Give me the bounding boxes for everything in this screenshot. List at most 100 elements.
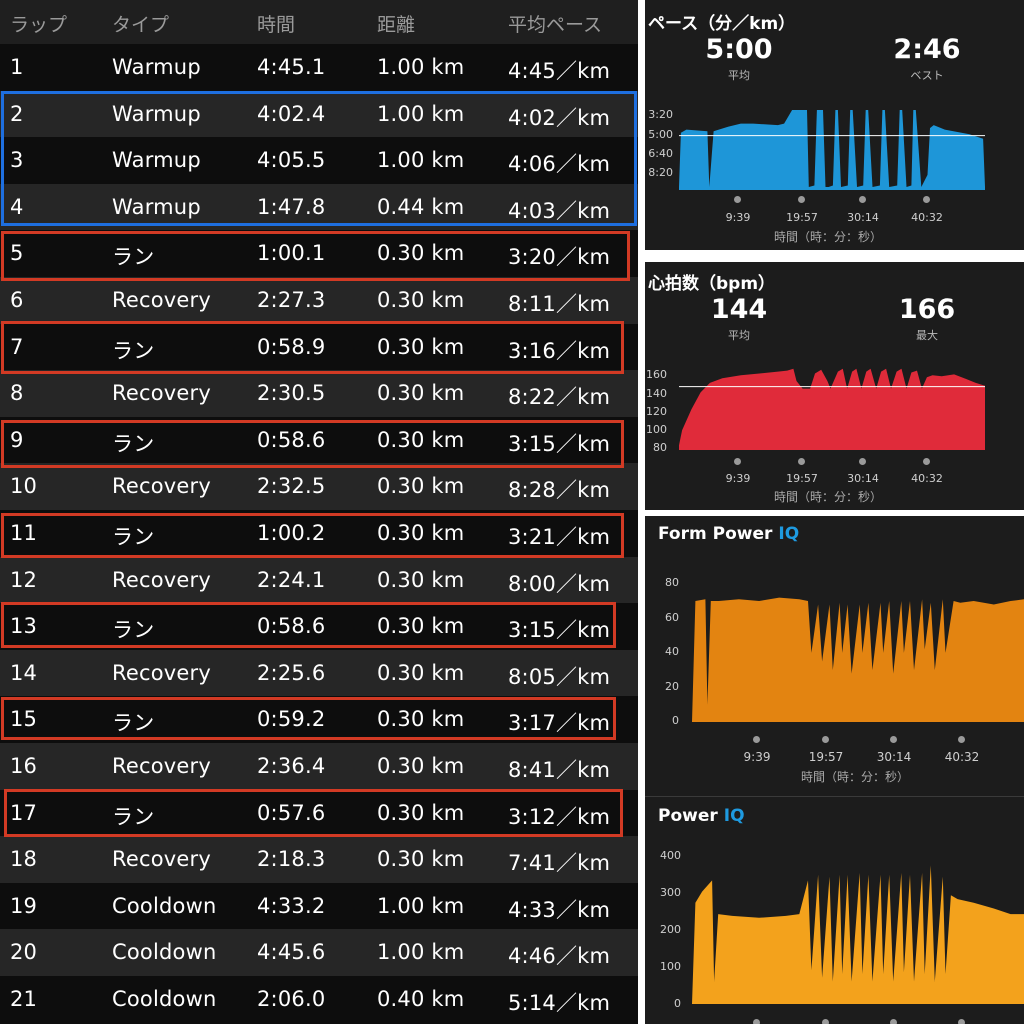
pace-y-tick-label: 5:00 — [648, 128, 673, 141]
lap-distance: 0.30 km — [377, 660, 465, 685]
connect-iq-icon: IQ — [723, 806, 745, 826]
lap-number: 8 — [10, 381, 24, 406]
power-panel[interactable]: Power IQ 400 300 200 100 0 — [645, 797, 1024, 1024]
table-row[interactable]: 2 Warmup 4:02.4 1.00 km 4:02／km — [0, 90, 638, 138]
power-y-tick-label: 100 — [660, 960, 681, 973]
header-avg-pace[interactable]: 平均ペース — [508, 14, 603, 36]
lap-distance: 0.40 km — [377, 987, 465, 1011]
lap-type: ラン — [112, 245, 155, 270]
lap-avg-pace: 4:06／km — [508, 152, 611, 177]
pace-best-label: ベスト — [910, 69, 944, 82]
lap-time: 0:58.9 — [257, 334, 326, 359]
form-power-x-tick-dot — [958, 736, 965, 743]
lap-distance: 0.30 km — [377, 521, 465, 545]
table-row[interactable]: 10 Recovery 2:32.5 0.30 km 8:28／km — [0, 463, 638, 510]
lap-type: ラン — [112, 711, 155, 736]
table-row[interactable]: 11 ラン 1:00.2 0.30 km 3:21／km — [0, 510, 638, 557]
table-row[interactable]: 16 Recovery 2:36.4 0.30 km 8:41／km — [0, 743, 638, 790]
lap-number: 5 — [10, 241, 24, 266]
power-title-text: Power — [658, 806, 718, 826]
lap-number: 11 — [10, 521, 38, 545]
lap-type: Cooldown — [112, 893, 217, 918]
heart-rate-max-value: 166 — [898, 294, 956, 325]
header-time[interactable]: 時間 — [257, 14, 296, 36]
heart-rate-chart[interactable] — [679, 364, 985, 450]
table-row[interactable]: 1 Warmup 4:45.1 1.00 km 4:45／km — [0, 44, 638, 91]
table-row[interactable]: 20 Cooldown 4:45.6 1.00 km 4:46／km — [0, 929, 638, 976]
table-row[interactable]: 4 Warmup 1:47.8 0.44 km 4:03／km — [0, 183, 638, 231]
lap-avg-pace: 3:16／km — [508, 338, 611, 363]
lap-distance: 1.00 km — [377, 55, 465, 79]
heart-rate-x-tick-dot — [859, 458, 866, 465]
lap-time: 4:45.1 — [257, 55, 326, 79]
table-row[interactable]: 21 Cooldown 2:06.0 0.40 km 5:14／km — [0, 976, 638, 1023]
table-row[interactable]: 6 Recovery 2:27.3 0.30 km 8:11／km — [0, 277, 638, 324]
lap-type: Recovery — [112, 660, 211, 685]
header-type[interactable]: タイプ — [112, 14, 170, 36]
pace-chart[interactable] — [679, 104, 985, 190]
lap-number: 2 — [10, 101, 24, 126]
table-row[interactable]: 7 ラン 0:58.9 0.30 km 3:16／km — [0, 323, 638, 371]
table-row[interactable]: 14 Recovery 2:25.6 0.30 km 8:05／km — [0, 649, 638, 697]
lap-avg-pace: 4:03／km — [508, 198, 611, 223]
table-row[interactable]: 8 Recovery 2:30.5 0.30 km 8:22／km — [0, 370, 638, 417]
heart-rate-y-tick-label: 160 — [646, 368, 667, 381]
heart-rate-x-tick-dot — [798, 458, 805, 465]
form-power-chart[interactable] — [692, 582, 1024, 722]
lap-avg-pace: 3:20／km — [508, 245, 611, 270]
table-row[interactable]: 12 Recovery 2:24.1 0.30 km 8:00／km — [0, 556, 638, 604]
heart-rate-x-tick-label: 30:14 — [847, 472, 879, 485]
lap-distance: 0.30 km — [377, 847, 465, 872]
lap-time: 2:24.1 — [257, 567, 326, 592]
pace-x-axis-label: 時間（時：分：秒） — [773, 230, 882, 244]
table-row[interactable]: 15 ラン 0:59.2 0.30 km 3:17／km — [0, 696, 638, 743]
lap-type: ラン — [112, 525, 155, 549]
table-row[interactable]: 9 ラン 0:58.6 0.30 km 3:15／km — [0, 416, 638, 464]
pace-panel[interactable]: ペース（分／km） 5:00 平均 2:46 ベスト 3:20 5:00 6:4… — [645, 0, 1024, 250]
power-y-tick-label: 200 — [660, 923, 681, 936]
lap-distance: 1.00 km — [377, 101, 465, 126]
header-distance[interactable]: 距離 — [377, 14, 416, 36]
lap-avg-pace: 8:05／km — [508, 664, 611, 689]
lap-time: 1:00.2 — [257, 521, 326, 545]
power-x-tick-dot — [822, 1019, 829, 1024]
lap-type: Cooldown — [112, 987, 217, 1011]
form-power-y-tick-label: 60 — [665, 611, 679, 624]
heart-rate-panel[interactable]: 心拍数（bpm） 144 平均 166 最大 160 140 120 100 8… — [645, 262, 1024, 510]
lap-distance: 0.30 km — [377, 381, 465, 406]
table-row[interactable]: 18 Recovery 2:18.3 0.30 km 7:41／km — [0, 836, 638, 883]
lap-number: 17 — [10, 800, 38, 825]
heart-rate-y-tick-label: 80 — [653, 441, 667, 454]
lap-number: 21 — [10, 987, 38, 1011]
lap-time: 2:18.3 — [257, 847, 326, 872]
pace-x-tick-label: 19:57 — [786, 211, 818, 224]
lap-distance: 0.30 km — [377, 707, 465, 732]
form-power-area — [692, 597, 1024, 722]
lap-type: Recovery — [112, 567, 211, 592]
lap-time: 4:33.2 — [257, 893, 326, 918]
power-chart[interactable] — [692, 856, 1024, 1004]
table-row[interactable]: 13 ラン 0:58.6 0.30 km 3:15／km — [0, 603, 638, 650]
lap-type: ラン — [112, 431, 155, 456]
lap-time: 2:25.6 — [257, 660, 326, 685]
lap-avg-pace: 4:45／km — [508, 59, 611, 83]
lap-table-header: ラップ タイプ 時間 距離 平均ペース — [0, 0, 638, 44]
lap-avg-pace: 3:15／km — [508, 618, 611, 643]
table-row[interactable]: 17 ラン 0:57.6 0.30 km 3:12／km — [0, 789, 638, 837]
table-row[interactable]: 3 Warmup 4:05.5 1.00 km 4:06／km — [0, 137, 638, 184]
table-row[interactable]: 19 Cooldown 4:33.2 1.00 km 4:33／km — [0, 882, 638, 930]
form-power-panel[interactable]: Form Power IQ 80 60 40 20 0 9:39 19:57 30… — [645, 516, 1024, 796]
form-power-y-tick-label: 40 — [665, 645, 679, 658]
pace-avg-label: 平均 — [728, 69, 750, 82]
lap-avg-pace: 5:14／km — [508, 991, 611, 1015]
header-lap[interactable]: ラップ — [10, 14, 68, 36]
pace-y-tick-label: 6:40 — [648, 147, 673, 160]
table-row[interactable]: 5 ラン 1:00.1 0.30 km 3:20／km — [0, 230, 638, 277]
heart-rate-avg-value: 144 — [710, 294, 768, 325]
power-x-tick-dot — [958, 1019, 965, 1024]
form-power-y-tick-label: 20 — [665, 680, 679, 693]
pace-x-tick-label: 9:39 — [725, 211, 751, 224]
lap-distance: 1.00 km — [377, 148, 465, 173]
lap-avg-pace: 3:21／km — [508, 525, 611, 549]
heart-rate-x-tick-dot — [923, 458, 930, 465]
